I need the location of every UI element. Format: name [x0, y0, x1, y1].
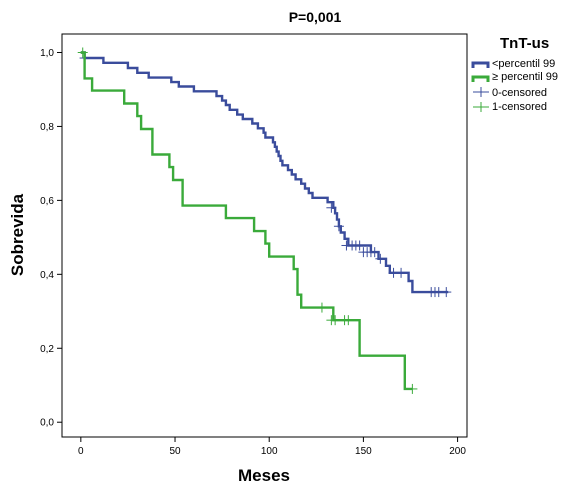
censor-mark-0	[441, 287, 452, 298]
x-axis: 0 50 100 150 200	[78, 437, 466, 457]
censor-mark-1	[77, 47, 88, 58]
series-line-0	[80, 51, 449, 294]
x-tick-label: 100	[261, 446, 278, 457]
x-axis-label: Meses	[238, 466, 290, 485]
legend-swatch-censored-1	[473, 102, 489, 112]
y-tick-label: 0,4	[40, 270, 54, 281]
censor-mark-0	[333, 221, 344, 232]
plot-frame	[61, 33, 468, 438]
censor-mark-1	[330, 315, 341, 326]
censor-mark-1	[407, 383, 418, 394]
legend-swatch-series-1	[471, 75, 490, 82]
legend-title: TnT-us	[500, 35, 549, 52]
legend-swatch-series-0	[471, 61, 490, 68]
legend: TnT-us <percentil 99 ≥ percentil 99 0-ce…	[471, 35, 558, 113]
y-tick-label: 0,2	[40, 344, 54, 355]
legend-label-series-0: <percentil 99	[492, 58, 555, 70]
legend-label-series-1: ≥ percentil 99	[492, 71, 558, 83]
legend-label-censored-0: 0-censored	[492, 87, 547, 99]
chart-title: P=0,001	[289, 9, 342, 25]
legend-swatch-censored-0	[473, 87, 489, 97]
y-axis: 0,0 0,2 0,4 0,6 0,8 1,0	[40, 48, 62, 429]
y-axis-label: Sobrevida	[8, 193, 27, 276]
series-line-1	[80, 51, 413, 391]
x-tick-label: 200	[449, 446, 466, 457]
y-tick-label: 0,8	[40, 122, 54, 133]
series-layer	[77, 47, 452, 394]
y-tick-label: 0,0	[40, 418, 54, 429]
censor-mark-1	[316, 302, 327, 313]
x-tick-label: 150	[355, 446, 372, 457]
censor-mark-1	[343, 315, 354, 326]
censor-mark-0	[369, 247, 380, 258]
censor-mark-0	[326, 202, 337, 213]
y-tick-label: 1,0	[40, 48, 54, 59]
x-tick-label: 0	[78, 446, 84, 457]
censor-mark-0	[354, 240, 365, 251]
censor-mark-0	[396, 267, 407, 278]
x-tick-label: 50	[169, 446, 181, 457]
legend-label-censored-1: 1-censored	[492, 101, 547, 113]
censor-mark-0	[375, 253, 386, 264]
y-tick-label: 0,6	[40, 196, 54, 207]
